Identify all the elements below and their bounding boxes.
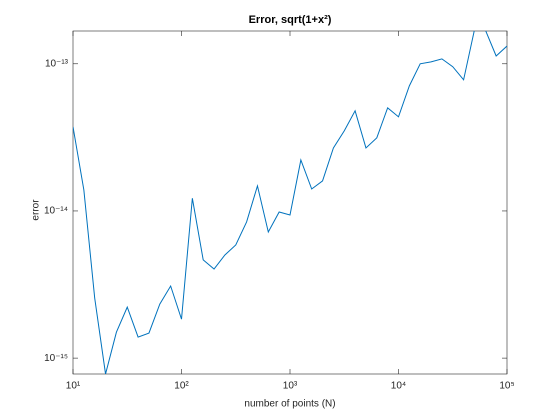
data-line — [73, 31, 507, 374]
y-tick-label: 10⁻¹⁴ — [44, 206, 68, 217]
x-tick-label: 10⁵ — [499, 381, 514, 392]
plot-clip — [73, 31, 507, 374]
x-tick-label: 10³ — [283, 381, 298, 392]
plot-area — [72, 30, 508, 375]
y-tick-label: 10⁻¹³ — [45, 58, 69, 69]
y-tick-label: 10⁻¹⁵ — [44, 353, 68, 364]
y-axis-label: error — [31, 199, 42, 221]
x-tick-label: 10⁴ — [391, 381, 406, 392]
x-tick-label: 10² — [174, 381, 189, 392]
chart-title: Error, sqrt(1+x²) — [249, 14, 332, 26]
x-axis-label: number of points (N) — [244, 399, 335, 410]
x-tick-label: 10¹ — [66, 381, 81, 392]
